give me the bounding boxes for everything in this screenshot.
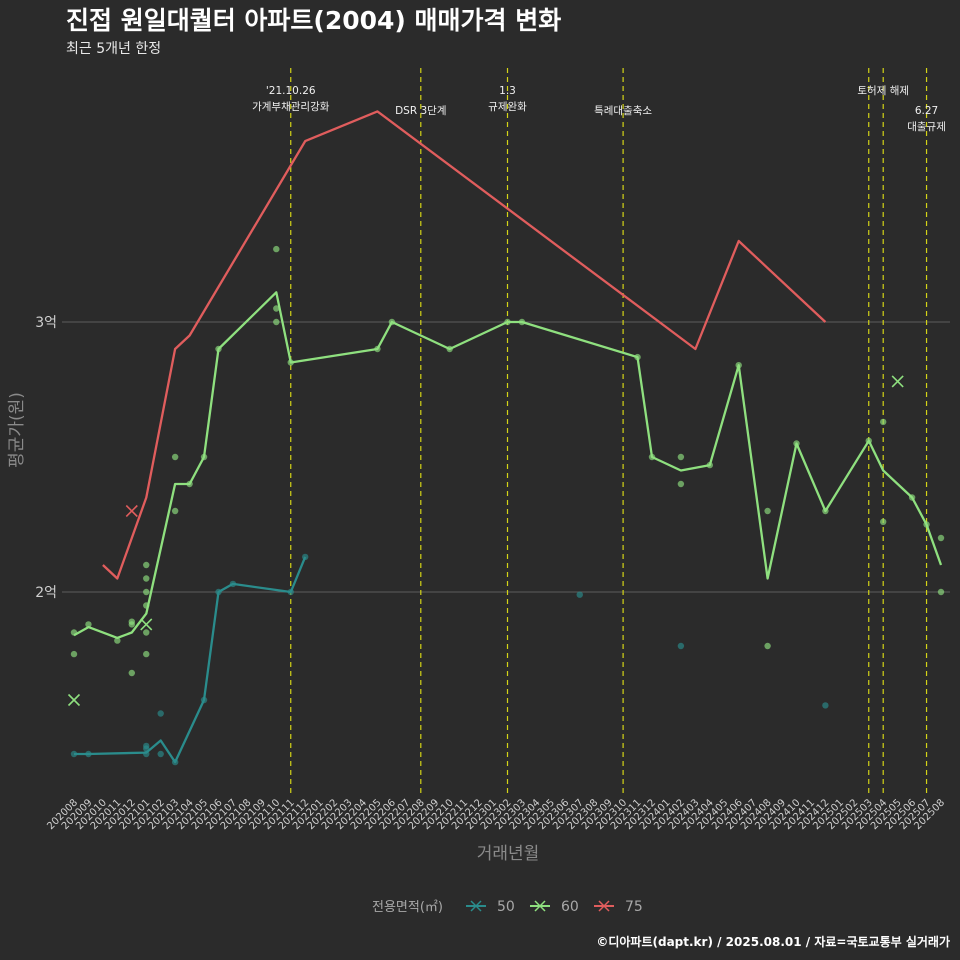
data-point	[273, 245, 280, 253]
data-point	[677, 453, 685, 461]
legend-entry: 60	[530, 899, 579, 915]
event-label: 6.27	[915, 105, 938, 117]
cross-marker	[67, 693, 81, 707]
data-point	[85, 621, 92, 628]
event-label: 대출규제	[907, 121, 946, 133]
cross-marker	[125, 504, 138, 518]
data-point	[171, 453, 179, 461]
event-markers: '21.10.26 가계부채관리강화 DSR 3단계 1.3 규제완화 특례대출축소 토허제…	[252, 68, 946, 795]
event-label: DSR 3단계	[395, 105, 446, 117]
data-point	[143, 588, 150, 596]
cross-marker	[891, 375, 904, 388]
cross-stroke	[67, 693, 81, 707]
series-line	[73, 291, 943, 640]
legend-key-cross	[534, 900, 546, 912]
data-point	[880, 418, 887, 426]
data-point	[128, 621, 135, 628]
series-line	[102, 110, 827, 580]
data-point	[576, 591, 583, 598]
data-point	[764, 507, 771, 515]
series-75	[102, 110, 827, 580]
legend-label: 50	[497, 899, 515, 915]
data-point	[171, 507, 179, 515]
cross-stroke	[125, 504, 138, 518]
y-tick-label: 3억	[35, 315, 57, 331]
data-point	[273, 318, 280, 326]
legend-key-cross	[470, 900, 482, 912]
event-label: '21.10.26	[266, 85, 316, 97]
y-axis-ticks: 2억 3억	[35, 315, 57, 601]
data-point	[114, 637, 121, 644]
legend-title: 전용면적(㎡)	[372, 900, 443, 915]
data-point	[70, 650, 78, 658]
cross-stroke	[140, 618, 153, 631]
grid-lines	[62, 321, 950, 593]
data-point	[143, 650, 150, 658]
data-point	[143, 629, 150, 636]
event-label: 규제완화	[488, 100, 527, 113]
data-point	[143, 742, 150, 750]
cross-marker	[140, 618, 153, 631]
series-layer	[67, 110, 945, 766]
data-point	[157, 750, 164, 758]
event-label: 토허제 해제	[857, 84, 909, 97]
y-tick-label: 2억	[35, 585, 57, 601]
source-caption: ©디아파트(dapt.kr) / 2025.08.01 / 자료=국토교통부 실…	[596, 934, 950, 949]
legend-key-cross	[598, 900, 610, 912]
x-axis-label: 거래년월	[477, 844, 540, 864]
series-50	[70, 553, 829, 766]
data-point	[273, 305, 280, 312]
event-label: 가계부채관리강화	[252, 101, 330, 113]
event-label: 1.3	[499, 85, 516, 97]
data-point	[157, 710, 164, 717]
legend-label: 60	[561, 899, 579, 915]
data-point	[764, 642, 771, 650]
y-axis-label: 평균가(원)	[7, 392, 27, 468]
data-point	[937, 534, 945, 542]
data-point	[143, 561, 150, 569]
data-point	[677, 642, 685, 650]
cross-stroke	[891, 375, 904, 388]
series-line	[74, 556, 307, 764]
data-point	[880, 518, 887, 525]
data-point	[143, 575, 150, 582]
series-60	[67, 245, 945, 707]
data-point	[128, 669, 135, 677]
x-axis-ticks: 2020082020092020102020112020122021012021…	[45, 797, 947, 832]
legend-entry: 50	[466, 899, 515, 915]
chart-title: 진접 원일대퀄터 아파트(2004) 매매가격 변화	[66, 6, 561, 35]
data-point	[677, 480, 685, 488]
legend: 전용면적(㎡) 50 60 75	[372, 899, 643, 915]
chart-subtitle: 최근 5개년 한정	[66, 41, 161, 57]
event-label: 특례대출축소	[594, 105, 652, 117]
legend-label: 75	[625, 899, 643, 915]
data-point	[937, 588, 945, 596]
data-point	[822, 702, 829, 709]
legend-entry: 75	[594, 899, 643, 915]
